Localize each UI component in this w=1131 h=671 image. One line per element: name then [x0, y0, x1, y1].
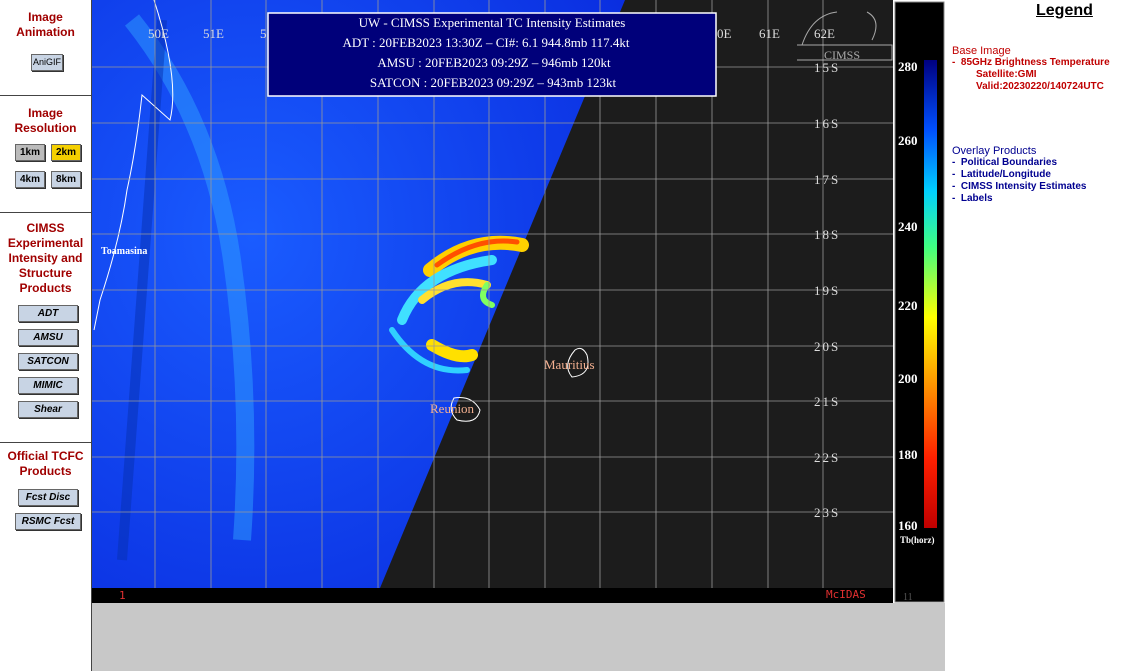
lat-label: 21S	[814, 394, 840, 409]
header-line: AMSU : 20FEB2023 09:29Z – 946mb 120kt	[377, 55, 611, 70]
colorbar-footer: 11	[903, 592, 913, 603]
colorbar-tick-label: 160	[898, 518, 918, 533]
button[interactable]: ADT	[18, 305, 78, 322]
colorbar-tick-label: 240	[898, 219, 918, 234]
lat-label: 19S	[814, 283, 840, 298]
lon-label: 62E	[814, 26, 835, 41]
lon-label: 51E	[203, 26, 224, 41]
logo-text: CIMSS	[824, 48, 860, 62]
button[interactable]: Shear	[18, 401, 78, 418]
button[interactable]: AMSU	[18, 329, 78, 346]
lat-label: 20S	[814, 339, 840, 354]
section: Image Animation AniGIF	[0, 0, 91, 96]
place-label: Mauritius	[544, 357, 595, 372]
legend-item: - Labels	[952, 193, 993, 204]
colorbar-tick-label: 180	[898, 447, 918, 462]
section-title: Official TCFC Products	[7, 449, 84, 478]
section-title: Image Resolution	[14, 106, 77, 135]
header-line: ADT : 20FEB2023 13:30Z – CI#: 6.1 944.8m…	[342, 35, 629, 50]
colorbar-tick-label: 280	[898, 59, 918, 74]
button[interactable]: MIMIC	[18, 377, 78, 394]
section: Image Resolution 1km 2km 4km 8km	[0, 96, 91, 213]
satellite-image: 50E 51E 5 0E 61E 62E 15S 16S 17S 18S 19S 20S 2…	[92, 0, 945, 671]
lon-label: 0E	[717, 26, 732, 41]
section: CIMSS Experimental Intensity and Structu…	[0, 213, 91, 443]
lat-label: 18S	[814, 227, 840, 242]
frame-number: 1	[119, 589, 126, 602]
button[interactable]: 4km	[15, 171, 45, 188]
button[interactable]: RSMC Fcst	[15, 513, 81, 530]
legend-item: Satellite:GMI	[976, 69, 1037, 80]
button[interactable]: SATCON	[18, 353, 78, 370]
section-title: CIMSS Experimental Intensity and Structu…	[7, 221, 84, 295]
colorbar-tick-label: 260	[898, 133, 918, 148]
section: Official TCFC Products Fcst Disc RSMC Fc…	[0, 443, 91, 543]
place-label: Reunion	[430, 401, 475, 416]
legend-item: - Latitude/Longitude	[952, 169, 1051, 180]
section-title: Image Animation	[16, 10, 75, 39]
lon-label: 50E	[148, 26, 169, 41]
legend-item: - Political Boundaries	[952, 157, 1058, 168]
place-label: Toamasina	[101, 246, 147, 257]
colorbar-unit: Tb(horz)	[900, 535, 935, 545]
legend-item: Valid:20230220/140724UTC	[976, 81, 1104, 92]
lat-label: 15S	[814, 60, 840, 75]
button[interactable]: Fcst Disc	[18, 489, 78, 506]
legend-heading: Overlay Products	[952, 145, 1037, 157]
legend-item-text: Political Boundaries	[960, 157, 1058, 168]
logo: CIMSS	[797, 11, 893, 62]
lat-label: 16S	[814, 116, 840, 131]
sidebar: Image Animation AniGIF Image Resolution …	[0, 0, 92, 671]
legend: Legend Base Image - 85GHz Brightness Tem…	[946, 0, 1131, 671]
header-line: SATCON : 20FEB2023 09:29Z – 943mb 123kt	[370, 75, 617, 90]
legend-item-text: Labels	[960, 193, 993, 204]
lat-label: 22S	[814, 450, 840, 465]
lon-label: 5	[260, 26, 267, 41]
lat-label: 17S	[814, 172, 840, 187]
lon-label: 61E	[759, 26, 780, 41]
header-title: UW - CIMSS Experimental TC Intensity Est…	[359, 15, 626, 30]
legend-item: - CIMSS Intensity Estimates	[952, 181, 1087, 192]
legend-item-text: Latitude/Longitude	[960, 169, 1051, 180]
button[interactable]: 8km	[51, 171, 81, 188]
button[interactable]: AniGIF	[31, 54, 63, 71]
legend-heading: Base Image	[952, 45, 1011, 57]
button[interactable]: 2km	[51, 144, 81, 161]
colorbar-tick-label: 200	[898, 371, 918, 386]
legend-title: Legend	[1036, 2, 1093, 19]
lat-label: 23S	[814, 505, 840, 520]
legend-item: - 85GHz Brightness Temperature	[952, 57, 1110, 68]
mcidas-label: McIDAS	[826, 588, 866, 601]
button[interactable]: 1km	[15, 144, 45, 161]
legend-item-text: CIMSS Intensity Estimates	[960, 181, 1087, 192]
legend-item-text: 85GHz Brightness Temperature	[960, 57, 1110, 68]
colorbar-tick-label: 220	[898, 298, 918, 313]
